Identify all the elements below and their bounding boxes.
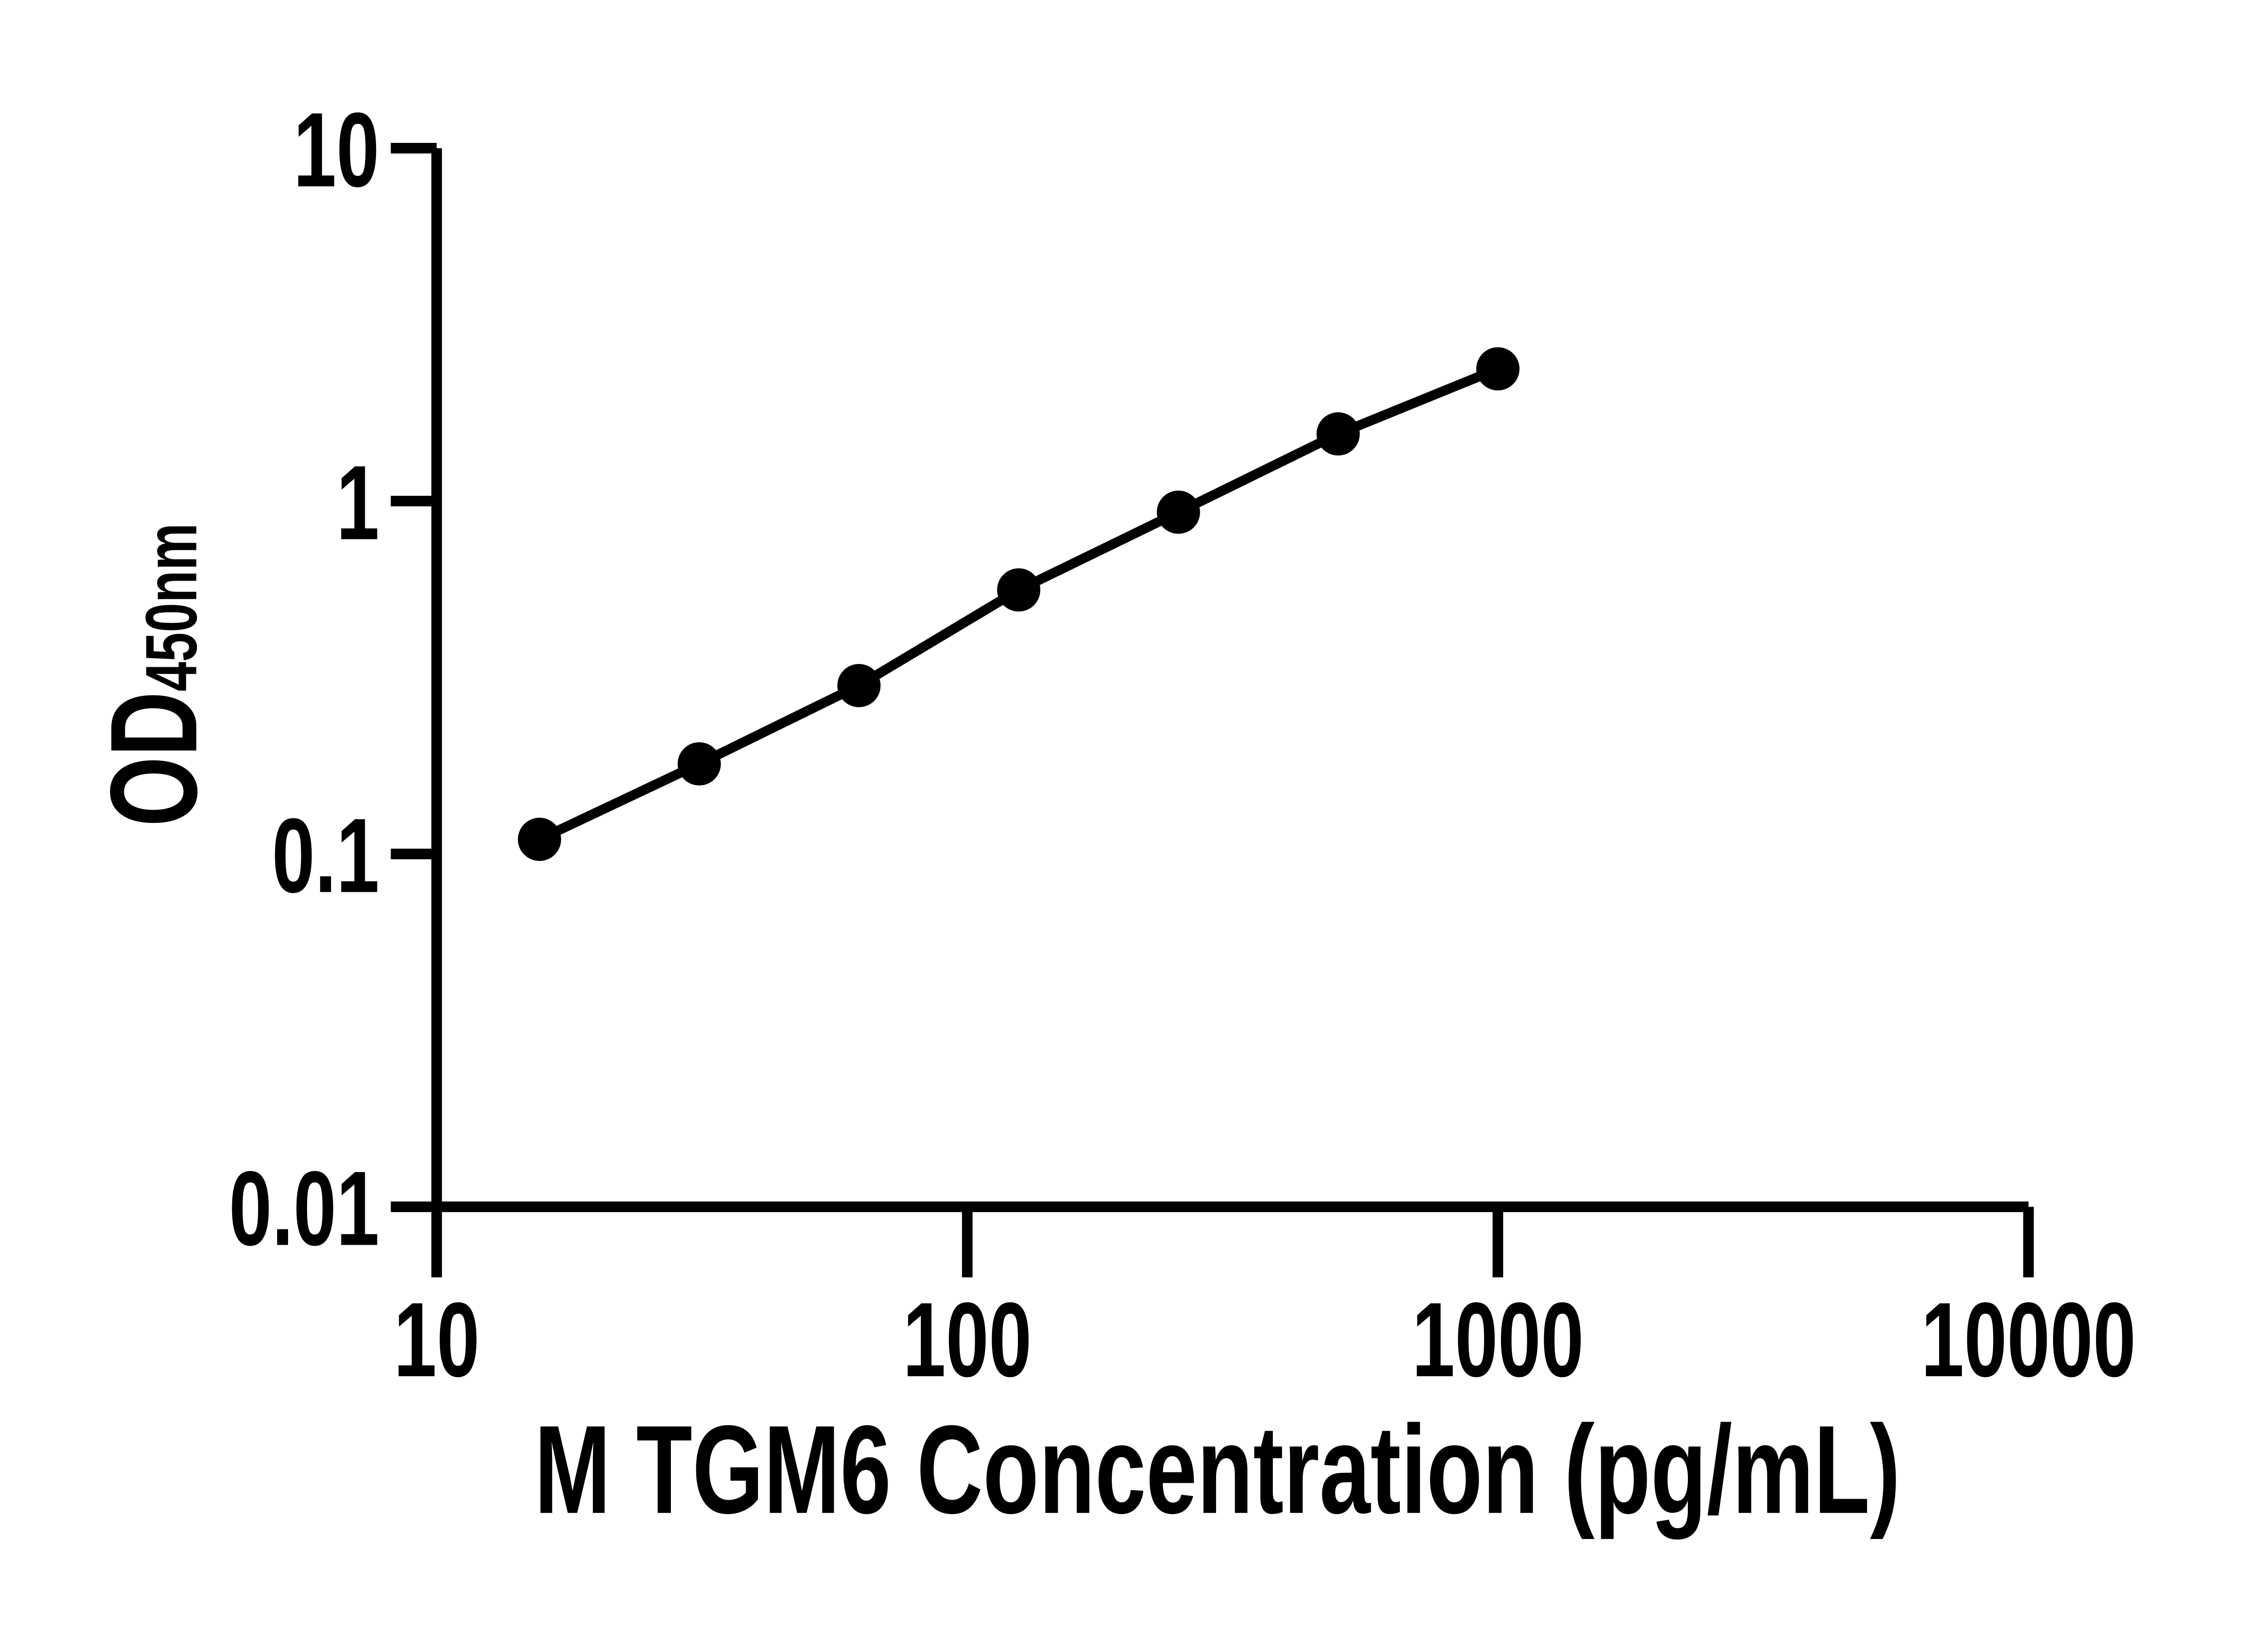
data-point-marker	[1157, 490, 1200, 534]
data-point-marker	[518, 817, 562, 861]
y-tick-label: 0.1	[272, 797, 379, 914]
svg-text:100: 100	[903, 1281, 1031, 1399]
data-point-marker	[1316, 412, 1360, 456]
svg-text:10: 10	[293, 91, 379, 209]
y-axis-title: OD450nm	[84, 523, 223, 826]
y-tick-label: 1	[337, 444, 380, 562]
svg-text:M TGM6 Concentration (pg/mL): M TGM6 Concentration (pg/mL)	[534, 1399, 1901, 1540]
svg-text:1: 1	[337, 444, 380, 562]
x-tick-label: 10000	[1921, 1281, 2136, 1399]
data-point-marker	[997, 568, 1041, 612]
y-tick-label: 10	[293, 91, 379, 209]
svg-text:0.01: 0.01	[229, 1149, 380, 1267]
svg-text:10: 10	[394, 1281, 479, 1399]
data-point-marker	[837, 664, 881, 708]
standard-curve-figure: 10 1 0.1 0.01 10 100 1000 10000 M TGM6 Concentra…	[0, 0, 2268, 1588]
svg-text:0.1: 0.1	[272, 797, 379, 914]
svg-text:10000: 10000	[1921, 1281, 2136, 1399]
y-tick-label: 0.01	[229, 1149, 380, 1267]
data-point-marker	[1476, 347, 1520, 391]
svg-text:OD450nm: OD450nm	[84, 523, 223, 826]
x-tick-label: 100	[903, 1281, 1031, 1399]
figure-background	[0, 0, 2268, 1588]
data-point-marker	[677, 742, 721, 786]
x-tick-label: 1000	[1412, 1281, 1584, 1399]
x-axis-title: M TGM6 Concentration (pg/mL)	[534, 1399, 1901, 1540]
x-tick-label: 10	[394, 1281, 479, 1399]
svg-text:1000: 1000	[1412, 1281, 1584, 1399]
